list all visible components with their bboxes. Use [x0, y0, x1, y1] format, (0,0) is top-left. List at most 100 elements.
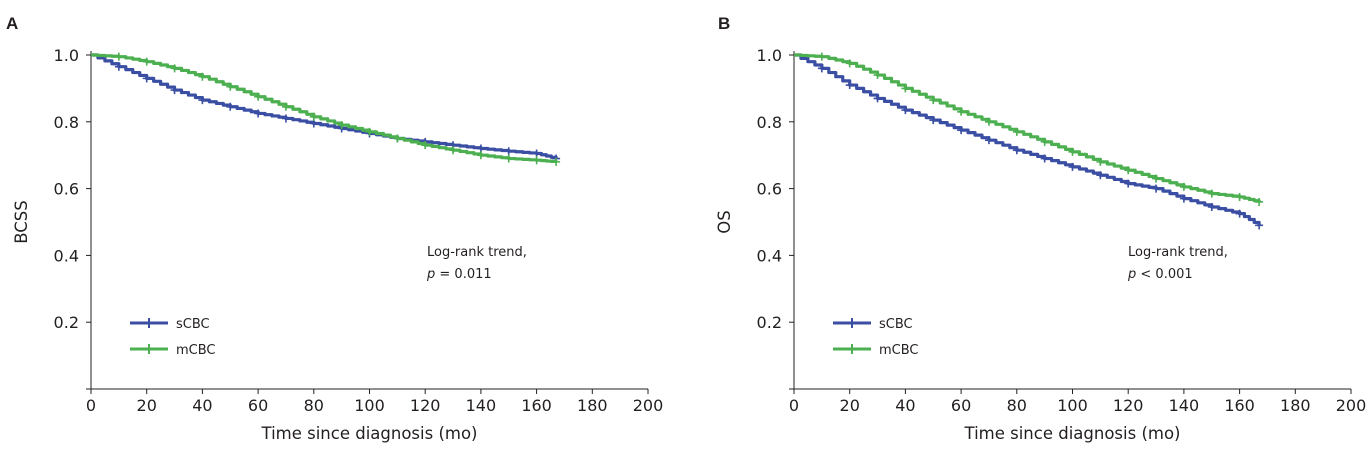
censor-mark-mCBC: [476, 151, 485, 160]
x-tick-label: 40: [192, 396, 212, 415]
y-tick-label: 1.0: [54, 46, 79, 65]
annotation-p-value: p < 0.001: [1127, 267, 1193, 282]
x-tick-label: 0: [789, 396, 799, 415]
y-tick-label: 0.4: [54, 246, 79, 265]
x-axis-title: Time since diagnosis (mo): [964, 424, 1181, 443]
y-tick-label: 0.2: [757, 313, 782, 332]
x-tick-label: 140: [466, 396, 497, 415]
x-tick-label: 60: [248, 396, 268, 415]
censor-mark-mCBC: [1068, 147, 1077, 156]
x-tick-label: 60: [951, 396, 971, 415]
x-tick-label: 40: [895, 396, 915, 415]
series-line-mCBC: [91, 53, 558, 164]
x-tick-label: 180: [577, 396, 608, 415]
censor-mark-mCBC: [170, 64, 179, 73]
censor-mark-sCBC: [254, 109, 263, 118]
censor-mark-mCBC: [142, 57, 151, 66]
x-tick-label: 80: [1007, 396, 1027, 415]
y-tick-label: 0.8: [757, 113, 782, 132]
censor-mark-mCBC: [114, 52, 123, 61]
annotation-line-1: Log-rank trend,: [1128, 245, 1228, 260]
censor-mark-mCBC: [1235, 192, 1244, 201]
censor-mark-sCBC: [957, 126, 966, 135]
x-tick-label: 0: [86, 396, 96, 415]
censor-mark-mCBC: [817, 52, 826, 61]
annotation-line-1: Log-rank trend,: [427, 245, 527, 260]
censor-mark-mCBC: [845, 59, 854, 68]
censor-mark-mCBC: [254, 92, 263, 101]
censor-mark-sCBC: [817, 64, 826, 73]
series-line-mCBC: [794, 53, 1261, 203]
y-tick-label: 0.8: [54, 113, 79, 132]
censor-mark-sCBC: [226, 102, 235, 111]
censor-mark-sCBC: [873, 94, 882, 103]
censor-mark-mCBC: [421, 141, 430, 150]
p-symbol: p: [1127, 267, 1136, 282]
censor-mark-sCBC: [142, 74, 151, 83]
censor-mark-sCBC: [1235, 209, 1244, 218]
chart-panel-a: A 0 20 40 60 80 100 120 140 160 180 200 0.2 0.4 0.6 0.…: [0, 0, 685, 458]
x-tick-label: 200: [633, 396, 664, 415]
censor-mark-mCBC: [1255, 197, 1264, 206]
censor-mark-mCBC: [984, 117, 993, 126]
x-axis-title: Time since diagnosis (mo): [261, 424, 478, 443]
x-tick-label: 200: [1336, 396, 1367, 415]
censor-mark-sCBC: [1179, 194, 1188, 203]
censor-mark-mCBC: [957, 107, 966, 116]
x-tick-label: 100: [1057, 396, 1088, 415]
x-tick-label: 160: [1224, 396, 1255, 415]
censor-mark-mCBC: [1012, 127, 1021, 136]
chart-b: 0 20 40 60 80 100 120 140 160 180 200 0.2 0.4 0.6 0.8 1…: [715, 46, 1367, 443]
censor-mark-sCBC: [476, 144, 485, 153]
censor-mark-mCBC: [901, 84, 910, 93]
censor-mark-mCBC: [1152, 174, 1161, 183]
x-tick-label: 180: [1280, 396, 1311, 415]
legend-label-sCBC: sCBC: [176, 317, 210, 332]
censor-mark-mCBC: [226, 82, 235, 91]
y-axis-title: BCSS: [12, 200, 31, 244]
x-tick-label: 100: [354, 396, 385, 415]
censor-mark-sCBC: [198, 96, 207, 105]
y-axis-title: OS: [715, 210, 734, 233]
censor-mark-sCBC: [114, 62, 123, 71]
y-tick-label: 0.6: [757, 180, 782, 199]
y-tick-label: 0.4: [757, 246, 782, 265]
p-value: = 0.011: [435, 267, 491, 282]
censor-mark-mCBC: [532, 156, 541, 165]
censor-mark-mCBC: [198, 72, 207, 81]
x-tick-label: 20: [137, 396, 157, 415]
y-tick-label: 0.2: [54, 313, 79, 332]
x-tick-label: 80: [304, 396, 324, 415]
censor-mark-mCBC: [365, 127, 374, 136]
censor-mark-sCBC: [1068, 162, 1077, 171]
x-tick-label: 140: [1169, 396, 1200, 415]
censor-mark-mCBC: [337, 121, 346, 130]
censor-mark-sCBC: [845, 81, 854, 90]
censor-mark-sCBC: [901, 106, 910, 115]
censor-mark-mCBC: [1040, 137, 1049, 146]
censor-mark-mCBC: [929, 96, 938, 105]
series-line-sCBC: [794, 53, 1261, 226]
censor-mark-mCBC: [309, 112, 318, 121]
censor-mark-mCBC: [552, 157, 561, 166]
p-symbol: p: [426, 267, 435, 282]
censor-mark-sCBC: [1040, 154, 1049, 163]
censor-mark-mCBC: [1096, 157, 1105, 166]
censor-mark-sCBC: [1255, 221, 1264, 230]
censor-mark-mCBC: [873, 71, 882, 80]
censor-mark-sCBC: [170, 86, 179, 95]
chart-panel-b: B 0 20 40 60 80 100 120 140 160 180 200 0.2 0.4 0.6 0.…: [703, 0, 1371, 458]
panel-label: B: [718, 14, 731, 33]
censor-mark-mCBC: [1207, 189, 1216, 198]
censor-mark-sCBC: [1124, 179, 1133, 188]
censor-mark-sCBC: [309, 119, 318, 128]
censor-mark-mCBC: [504, 154, 513, 163]
legend-label-sCBC: sCBC: [879, 317, 913, 332]
x-tick-label: 160: [521, 396, 552, 415]
censor-mark-mCBC: [1124, 166, 1133, 175]
y-tick-label: 0.6: [54, 180, 79, 199]
censor-mark-mCBC: [449, 146, 458, 155]
legend-label-mCBC: mCBC: [879, 343, 919, 358]
censor-mark-sCBC: [929, 116, 938, 125]
y-tick-label: 1.0: [757, 46, 782, 65]
